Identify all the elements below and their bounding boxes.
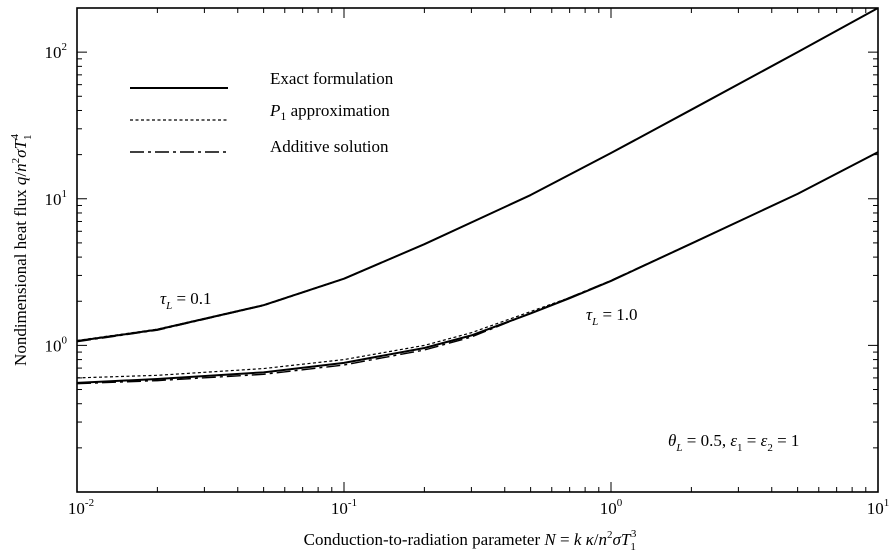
annotation-conditions: θL = 0.5, ε1 = ε2 = 1 [668,431,799,454]
y-tick-label: 100 [45,334,68,355]
series-line-tauL_1-0-dashdot [77,151,878,385]
x-tick-label: 101 [867,497,889,518]
series-line-tauL_1-0-dotted [77,151,878,379]
plot-frame [76,7,879,493]
x-tick-label: 10-1 [331,497,357,518]
x-axis-title: Conduction-to-radiation parameter N = k … [304,528,637,550]
legend-label-p1: P1 approximation [269,101,390,123]
annotation-tau-0-1: τL = 0.1 [160,289,212,312]
series-line-tauL_0-1-dotted [77,8,878,342]
legend-label-additive: Additive solution [270,137,389,156]
series-line-tauL_1-0-solid [77,151,878,384]
y-tick-label: 102 [45,41,68,62]
y-axis-title: Nondimensional heat flux q/n2σT14 [9,134,34,366]
y-tick-label: 101 [45,188,68,209]
series-line-tauL_0-1-dashdot [77,8,878,343]
x-tick-label: 10-2 [68,497,94,518]
legend-label-exact: Exact formulation [270,69,394,88]
tick-marks [76,7,879,493]
legend: Exact formulation P1 approximation Addit… [130,69,394,156]
x-tick-label: 100 [600,497,623,518]
annotation-tau-1-0: τL = 1.0 [586,305,638,328]
tick-labels: 10-2 10-1 100 101 100 101 102 [45,41,889,518]
curves [77,8,878,385]
